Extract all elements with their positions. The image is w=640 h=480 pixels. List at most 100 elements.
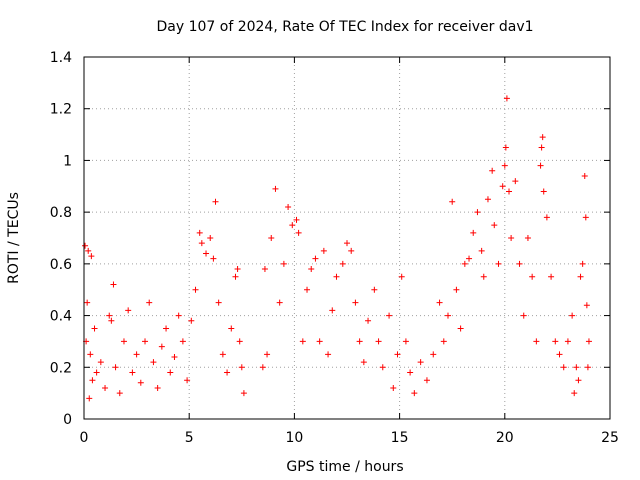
data-point [212, 198, 219, 205]
data-point [495, 260, 502, 267]
data-point [167, 369, 174, 376]
data-point [386, 312, 393, 319]
data-point [86, 395, 93, 402]
data-point [537, 162, 544, 169]
data-point [398, 273, 405, 280]
data-point [564, 338, 571, 345]
data-point [133, 351, 140, 358]
data-point [556, 351, 563, 358]
data-point [417, 359, 424, 366]
data-point [480, 273, 487, 280]
data-point [158, 343, 165, 350]
data-point [192, 286, 199, 293]
data-point [85, 247, 92, 254]
data-point [540, 188, 547, 195]
data-point [371, 286, 378, 293]
data-point [501, 162, 508, 169]
data-point [560, 364, 567, 371]
data-point [543, 214, 550, 221]
data-point [352, 299, 359, 306]
data-point [163, 325, 170, 332]
y-axis-label: ROTI / TECUs [6, 192, 22, 284]
data-point [259, 364, 266, 371]
data-point [203, 250, 210, 257]
data-point [280, 260, 287, 267]
data-point [207, 235, 214, 241]
y-tick-label: 0.6 [50, 257, 72, 273]
data-point [529, 273, 536, 280]
data-point [110, 281, 117, 288]
data-point [582, 214, 589, 221]
data-point [466, 255, 473, 262]
data-point [506, 188, 513, 195]
data-point [430, 351, 437, 358]
data-point [365, 317, 372, 324]
x-tick-label: 20 [496, 430, 514, 446]
data-point [91, 325, 98, 332]
data-point [150, 359, 157, 366]
data-point [228, 325, 235, 332]
data-point [344, 240, 350, 247]
data-point [87, 351, 94, 358]
y-tick-label: 1.4 [50, 50, 72, 66]
data-point [491, 222, 498, 229]
data-point [390, 384, 397, 391]
data-point [293, 216, 300, 223]
data-point [569, 312, 576, 319]
data-point [97, 359, 104, 366]
data-point [583, 302, 590, 309]
data-point [268, 235, 275, 241]
data-point [234, 266, 241, 273]
data-point [196, 229, 203, 236]
data-point [108, 317, 115, 324]
data-point [571, 390, 578, 397]
data-point [304, 286, 311, 293]
data-point [264, 351, 271, 358]
data-point [142, 338, 149, 345]
data-point [224, 369, 231, 376]
data-point [379, 364, 386, 371]
data-point [175, 312, 182, 319]
data-point [184, 377, 191, 384]
data-point [232, 273, 239, 280]
data-point [474, 209, 481, 216]
data-point [436, 299, 443, 306]
data-point [356, 338, 363, 345]
data-point [333, 273, 340, 280]
data-point [449, 198, 456, 205]
data-point [548, 273, 555, 280]
data-point [402, 338, 409, 345]
data-point [125, 307, 132, 314]
y-tick-label: 0.2 [50, 360, 72, 376]
data-point [154, 384, 161, 391]
data-point [478, 247, 485, 254]
data-point [295, 229, 302, 236]
data-point [502, 144, 509, 151]
chart-title: Day 107 of 2024, Rate Of TEC Index for r… [156, 19, 533, 35]
data-point [112, 364, 119, 371]
data-point [360, 359, 367, 366]
data-point [120, 338, 127, 345]
data-point [512, 178, 519, 185]
data-point [516, 260, 523, 267]
data-point [533, 338, 540, 345]
data-point [539, 134, 546, 141]
data-point [312, 255, 319, 262]
data-point [308, 266, 315, 273]
data-point [348, 247, 355, 254]
data-point [137, 379, 144, 386]
data-point [573, 364, 580, 371]
data-point [276, 299, 283, 306]
data-point [423, 377, 430, 384]
data-point [240, 390, 247, 397]
data-point [146, 299, 153, 306]
data-point [461, 260, 468, 267]
data-point [524, 235, 531, 241]
data-point [552, 338, 559, 345]
data-point [106, 312, 113, 319]
axis-ticks: 0 5 10 15 20 25 0 0.2 0.4 0.6 0.8 1 1.2 1.4 [50, 50, 619, 446]
data-point [272, 185, 279, 192]
data-point [538, 144, 545, 151]
data-point [489, 167, 496, 174]
data-point [129, 369, 136, 376]
